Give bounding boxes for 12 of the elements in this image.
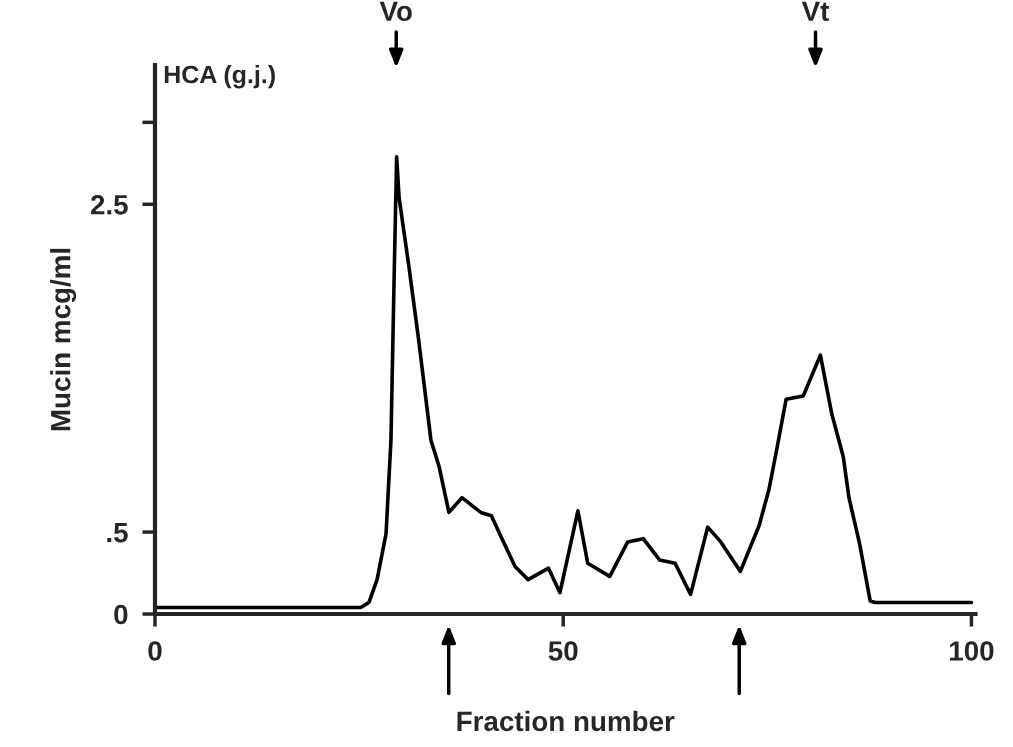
y-tick-label: 0	[114, 604, 128, 625]
y-tick-label: 2.5	[90, 194, 128, 215]
text: Vo	[379, 1, 412, 22]
x-axis-title: Fraction number	[457, 710, 675, 732]
y-tick-label: .5	[107, 523, 128, 543]
text: Vt	[801, 1, 830, 22]
annotation: HCA (g.j.)	[164, 64, 275, 89]
x-tick-label: 100	[950, 641, 994, 661]
x-tick-label: 50	[548, 641, 578, 661]
y-axis-title: Mucin mcg/ml	[50, 248, 77, 431]
line-series	[154, 154, 974, 610]
x-tick-label: 0	[148, 641, 162, 661]
